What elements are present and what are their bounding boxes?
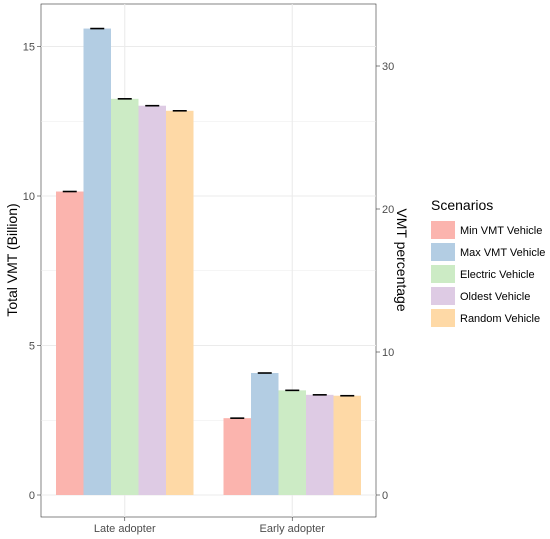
legend-label: Max VMT Vehicle [460,247,545,259]
y-tick-label: 15 [23,42,35,54]
bars-layer [56,27,361,496]
legend-label: Oldest Vehicle [460,291,530,303]
legend-key [431,243,455,261]
bar [306,394,334,495]
legend-label: Min VMT Vehicle [460,225,542,237]
bar [333,395,361,495]
legend-key [431,265,455,283]
x-tick-label: Early adopter [260,523,326,535]
y-tick-label: 5 [29,341,35,353]
legend-label: Electric Vehicle [460,269,535,281]
bar [83,28,111,496]
y-axis-title: Total VMT (Billion) [4,203,20,316]
bar [111,98,139,495]
bar [166,110,194,495]
y-tick-label: 0 [29,490,35,502]
y2-tick-label: 0 [382,490,388,502]
bar [138,105,166,496]
legend: Scenarios Min VMT Vehicle Max VMT Vehicle… [431,197,545,327]
y2-tick-label: 10 [382,347,394,359]
legend-label: Random Vehicle [460,313,540,325]
legend-title: Scenarios [431,197,493,213]
y-tick-label: 10 [23,191,35,203]
bar [251,373,279,495]
axes-layer: Late adopter Early adopter 0 5 10 15 0 10 20 30 [23,42,395,536]
y2-tick-label: 30 [382,61,394,73]
bar [278,390,306,495]
legend-key [431,287,455,305]
y2-axis-title: VMT percentage [394,208,410,311]
x-tick-label: Late adopter [94,523,156,535]
y2-tick-label: 20 [382,204,394,216]
legend-key [431,221,455,239]
legend-key [431,309,455,327]
bar [223,418,251,495]
bar [56,191,84,495]
